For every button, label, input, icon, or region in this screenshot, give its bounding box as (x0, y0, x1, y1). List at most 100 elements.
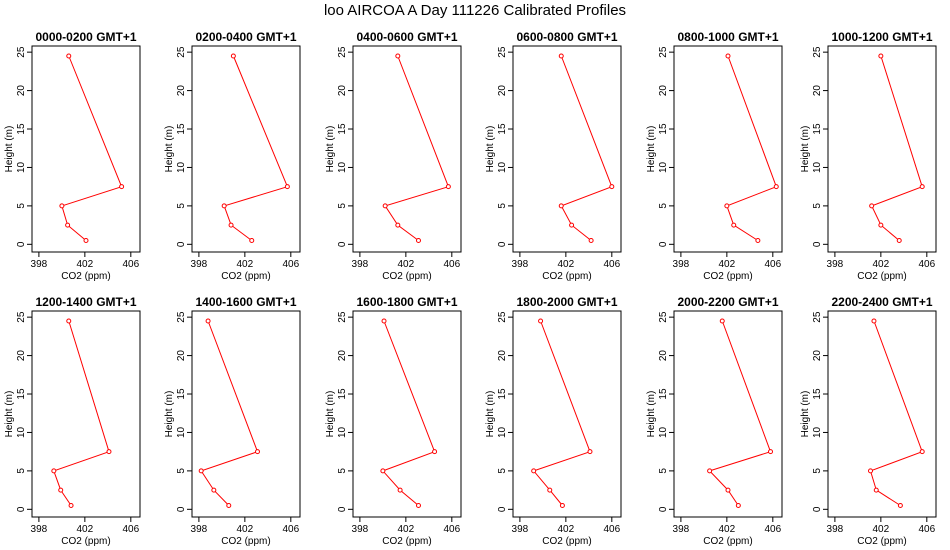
y-tick-label: 0 (658, 241, 669, 247)
y-tick-label: 20 (497, 350, 508, 362)
data-point (868, 468, 874, 474)
data-point (559, 502, 565, 508)
y-axis-label: Height (m) (646, 391, 657, 438)
y-axis-label: Height (m) (800, 391, 811, 438)
panel-title: 2200-2400 GMT+1 (831, 295, 932, 309)
data-point (395, 222, 401, 228)
y-tick-label: 0 (16, 506, 27, 512)
y-tick-label: 0 (497, 506, 508, 512)
y-axis-label: Height (m) (4, 126, 15, 173)
y-tick-label: 20 (812, 350, 823, 362)
data-point (59, 203, 65, 209)
y-tick-label: 5 (337, 203, 348, 209)
data-point (538, 318, 544, 324)
data-point (558, 203, 564, 209)
data-point (228, 222, 234, 228)
data-point (569, 222, 575, 228)
x-tick-label: 406 (918, 524, 935, 535)
y-tick-label: 10 (337, 426, 348, 438)
profile-line (200, 320, 259, 506)
x-axis-label: CO2 (ppm) (703, 271, 752, 282)
plot-frame (512, 45, 622, 253)
y-tick-label: 5 (176, 203, 187, 209)
x-tick-label: 402 (237, 524, 254, 535)
data-point (230, 53, 236, 59)
data-point (609, 184, 615, 190)
y-axis-label: Height (m) (325, 126, 336, 173)
x-tick-label: 406 (918, 259, 935, 270)
data-point (869, 203, 875, 209)
x-axis-label: CO2 (ppm) (61, 271, 110, 282)
x-tick-label: 398 (31, 259, 48, 270)
y-tick-label: 25 (812, 311, 823, 323)
y-axis-label: Height (m) (646, 126, 657, 173)
panel-title: 1400-1600 GMT+1 (195, 295, 296, 309)
data-point (445, 184, 451, 190)
panel-title: 0600-0800 GMT+1 (516, 30, 617, 44)
y-tick-label: 5 (337, 468, 348, 474)
x-axis-label: CO2 (ppm) (542, 271, 591, 282)
x-tick-label: 406 (122, 524, 139, 535)
profile-line (384, 55, 450, 241)
plot-frame (352, 45, 462, 253)
y-tick-label: 15 (812, 388, 823, 400)
data-point (878, 222, 884, 228)
x-tick-label: 406 (603, 259, 620, 270)
profile-line (869, 320, 923, 506)
data-point (83, 237, 89, 243)
profile-line (871, 55, 923, 241)
x-axis-label: CO2 (ppm) (542, 536, 591, 547)
data-point (919, 449, 925, 455)
y-tick-label: 5 (497, 203, 508, 209)
x-tick-label: 406 (603, 524, 620, 535)
plot-frame (191, 310, 301, 518)
data-point (432, 449, 438, 455)
data-point (226, 502, 232, 508)
y-tick-label: 25 (16, 311, 27, 323)
y-tick-label: 15 (812, 123, 823, 135)
y-tick-label: 25 (497, 311, 508, 323)
y-tick-label: 0 (176, 506, 187, 512)
x-tick-label: 406 (122, 259, 139, 270)
x-tick-label: 402 (237, 259, 254, 270)
y-tick-label: 20 (16, 85, 27, 97)
data-point (415, 502, 421, 508)
x-tick-label: 402 (719, 259, 736, 270)
y-tick-label: 20 (658, 350, 669, 362)
data-point (755, 237, 761, 243)
plot-frame (827, 45, 937, 253)
y-axis-label: Height (m) (164, 126, 175, 173)
panel-title: 2000-2200 GMT+1 (677, 295, 778, 309)
data-point (284, 184, 290, 190)
x-axis-label: CO2 (ppm) (857, 271, 906, 282)
y-axis-label: Height (m) (325, 391, 336, 438)
x-tick-label: 402 (873, 524, 890, 535)
data-point (897, 502, 903, 508)
y-tick-label: 20 (176, 350, 187, 362)
data-point (587, 449, 593, 455)
y-tick-label: 15 (497, 388, 508, 400)
y-tick-label: 25 (812, 46, 823, 58)
data-point (588, 237, 594, 243)
data-point (198, 468, 204, 474)
data-point (725, 53, 731, 59)
panel-title: 1200-1400 GMT+1 (35, 295, 136, 309)
data-point (547, 487, 553, 493)
y-tick-label: 20 (176, 85, 187, 97)
y-tick-label: 0 (812, 506, 823, 512)
x-tick-label: 406 (764, 259, 781, 270)
x-tick-label: 398 (31, 524, 48, 535)
profile-line (532, 320, 591, 506)
y-tick-label: 10 (337, 161, 348, 173)
x-axis-label: CO2 (ppm) (382, 271, 431, 282)
data-point (878, 53, 884, 59)
y-tick-label: 15 (658, 388, 669, 400)
y-tick-label: 0 (497, 241, 508, 247)
data-point (896, 237, 902, 243)
x-tick-label: 398 (512, 259, 529, 270)
data-point (415, 237, 421, 243)
data-point (381, 318, 387, 324)
x-tick-label: 402 (398, 259, 415, 270)
y-tick-label: 15 (16, 388, 27, 400)
